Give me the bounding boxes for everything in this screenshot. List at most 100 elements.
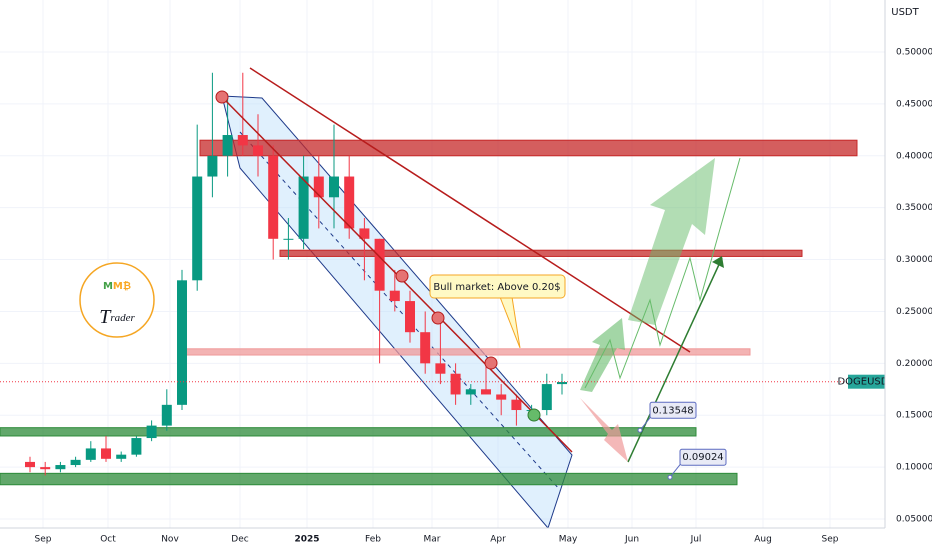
zone [179,348,751,356]
x-tick-label: May [559,535,578,545]
candle-body [481,389,491,395]
price-label: 0.13548 [652,405,693,416]
y-tick-label: 0.35000 [896,203,932,213]
y-tick-label: 0.45000 [896,99,932,109]
price-box [679,448,727,466]
candle-body [25,461,35,468]
zone [0,472,738,486]
candle-body [496,394,507,400]
candle-body [268,155,279,239]
candle-body [465,389,476,395]
candle-body [389,290,400,302]
candle-body [359,228,370,239]
candle-body [146,425,157,439]
grid [0,0,885,528]
x-tick-label: Sep [35,535,52,545]
symbol: DOGEUSDT [837,377,895,388]
candle-body [329,176,339,198]
candle-body [237,135,248,146]
candle-body [85,448,96,460]
candle-body [511,399,522,411]
x-tick-label: Nov [161,535,179,545]
projection-arrow [628,158,715,325]
x-tick-label: Feb [365,535,381,545]
candles [25,72,567,476]
candle-body [70,459,81,466]
candle-body [435,363,446,374]
x-tick-label: Mar [424,535,441,545]
candle-body [253,145,263,156]
candle-body [313,176,324,198]
x-tick-label: Aug [754,535,772,545]
price-point [667,474,673,480]
marker [527,408,541,422]
candle-body [131,438,142,455]
y-tick-label: 0.20000 [896,359,932,369]
symbol-tag [848,374,885,389]
candle-body [40,467,51,470]
candle-body [283,238,294,240]
price-point [637,427,643,433]
candle-body [116,454,127,459]
candle-body [298,176,309,239]
candle-body [55,465,66,470]
logo-caption-rest: rader [110,312,135,324]
marker [484,356,498,370]
x-tick-label: Dec [231,535,248,545]
logo-letter: ₿ [123,280,131,292]
y-tick-label: 0.40000 [896,151,932,161]
down-arrow [580,398,628,462]
candle-body [192,176,203,281]
currency: USDT [891,7,919,18]
candle-body [344,176,355,229]
y-tick-label: 0.25000 [896,307,932,317]
logo-caption: Trader [99,306,135,328]
candle-body [207,155,218,177]
projection-path [584,157,741,389]
price-box [649,401,697,419]
price-label: 0.09024 [682,452,723,463]
zone [0,427,697,437]
projection-line [627,257,723,463]
candle-body [541,384,552,411]
annotation: Bull market: Above 0.20$ [433,282,560,293]
candle-body [405,301,415,333]
logo-text: MM₿ [103,280,131,292]
axis-labels: 0.05000 0.10000 0.15000 0.20000 0.25000 0.300… [35,48,932,545]
arrow-head [712,256,724,268]
callout [429,274,566,299]
x-tick-label: Jun [624,535,639,545]
x-tick-label: Apr [490,535,506,545]
trend-line [249,67,691,353]
zones [0,139,858,486]
candle-body [557,382,567,385]
candle-body [450,373,461,395]
logo [79,262,155,338]
y-tick-label: 0.10000 [896,463,932,473]
candle-body [420,332,431,364]
candle-body [161,404,172,426]
logo-caption-initial: T [99,306,112,328]
marker [395,269,409,283]
y-tick-label: 0.05000 [896,515,932,525]
y-tick-label: 0.15000 [896,411,932,421]
marker [215,90,229,104]
candle-body [374,238,385,291]
marker [431,311,445,325]
y-tick-label: 0.30000 [896,255,932,265]
candle-body [222,135,233,156]
x-tick-label: Sep [822,535,839,545]
zone [199,139,858,157]
price-axis [885,0,932,550]
candle-body [101,448,111,459]
y-tick-label: 0.50000 [896,48,932,58]
candle-body [177,280,187,405]
x-tick-label: Jul [690,535,702,545]
time-axis [0,528,932,550]
x-tick-label: Oct [100,535,116,545]
logo-letter: M [113,281,123,292]
logo-letter: M [103,281,113,292]
x-tick-label: 2025 [294,535,319,545]
